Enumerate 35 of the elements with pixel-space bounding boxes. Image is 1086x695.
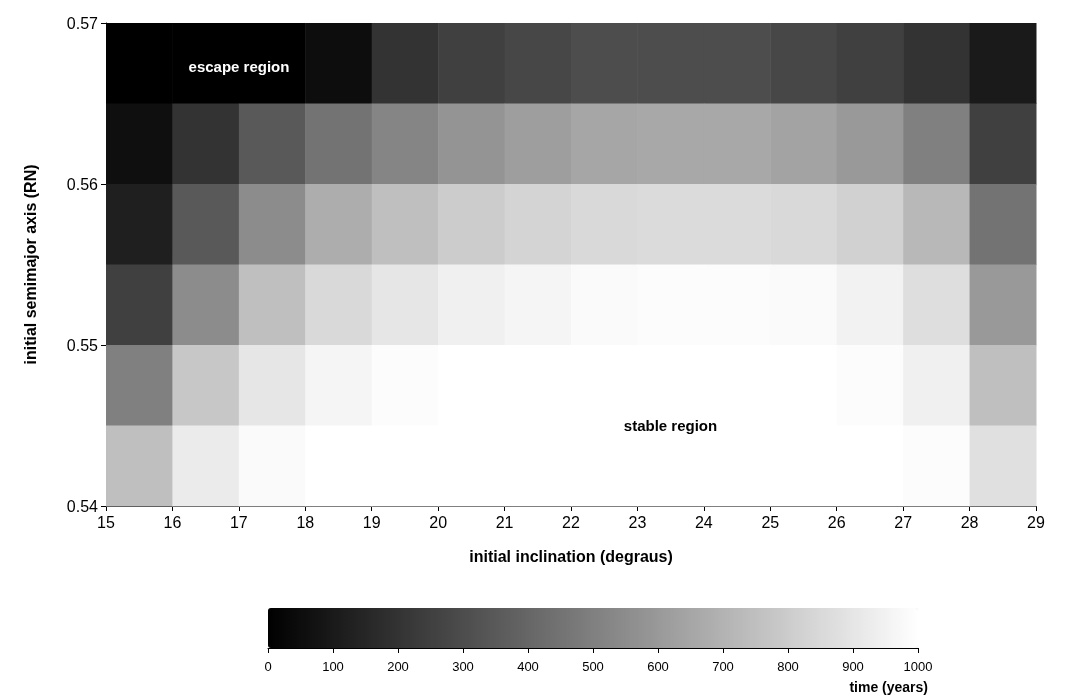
x-tick-label: 25 [761, 513, 780, 531]
color-bar-label: 200 [387, 659, 409, 674]
color-bar-label: 0 [264, 659, 272, 674]
annotation: escape region [188, 57, 290, 75]
y-tick-label: 0.54 [66, 497, 99, 515]
color-bar-label: 600 [647, 659, 669, 674]
y-tick-label: 0.57 [66, 14, 99, 32]
y-tick-label: 0.56 [66, 175, 99, 193]
x-tick-label: 24 [694, 513, 713, 531]
color-bar-label: 1000 [903, 659, 933, 674]
x-tick-label: 19 [362, 513, 381, 531]
x-tick-label: 21 [495, 513, 514, 531]
x-tick-label: 16 [163, 513, 182, 531]
x-axis-title: initial inclination (degraus) [469, 547, 673, 565]
color-bar-label: 500 [582, 659, 604, 674]
x-tick-label: 20 [429, 513, 448, 531]
x-tick-label: 26 [827, 513, 846, 531]
color-bar-label: 700 [712, 659, 734, 674]
color-bar-title: time (years) [849, 679, 928, 695]
color-bar-label: 300 [452, 659, 474, 674]
x-tick-label: 27 [894, 513, 913, 531]
x-tick-label: 17 [229, 513, 248, 531]
x-tick-label: 15 [97, 513, 115, 531]
color-bar-label: 100 [322, 659, 344, 674]
y-axis-title: initial semimajor axis (RN) [21, 164, 39, 365]
annotation: stable region [623, 416, 718, 434]
x-tick-label: 23 [628, 513, 647, 531]
color-bar-label: 400 [517, 659, 539, 674]
x-tick-label: 28 [960, 513, 979, 531]
x-tick-label: 18 [296, 513, 315, 531]
x-tick-label: 22 [562, 513, 580, 531]
x-tick-label: 29 [1027, 513, 1045, 531]
y-tick-label: 0.55 [66, 336, 99, 354]
color-bar-label: 900 [842, 659, 864, 674]
color-bar-label: 800 [777, 659, 799, 674]
